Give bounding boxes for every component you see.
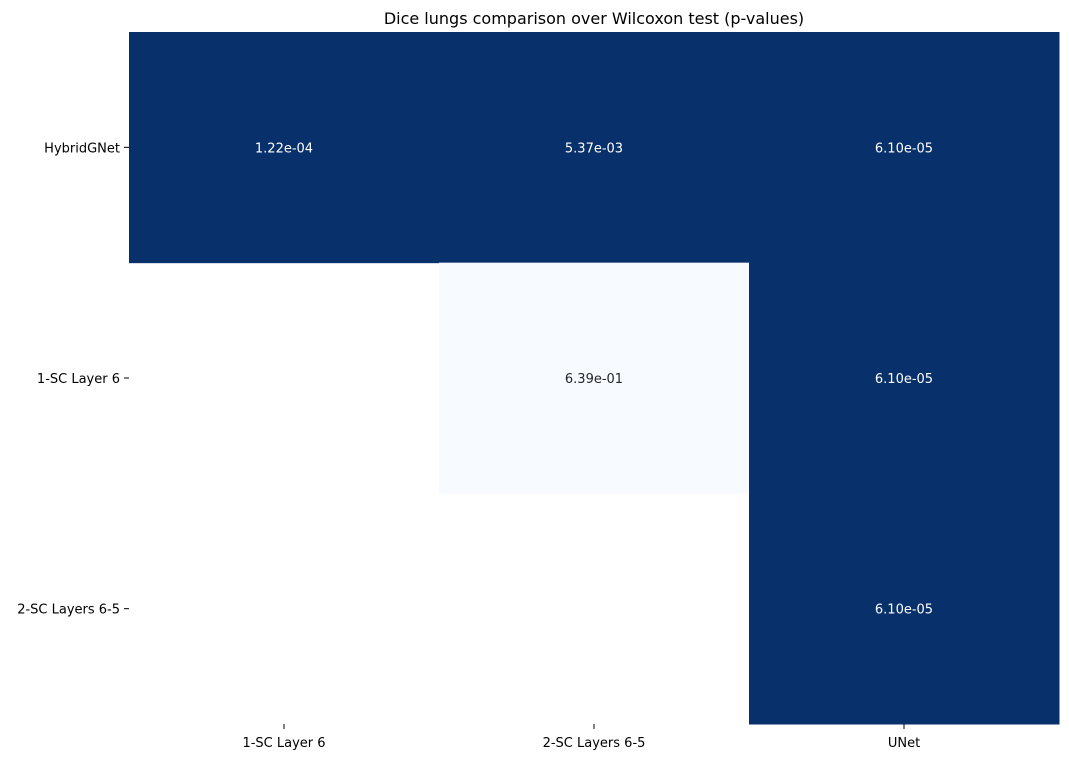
y-tick-label-1: 1-SC Layer 6 bbox=[37, 372, 120, 387]
heatmap-cell-r1-c1 bbox=[439, 262, 750, 494]
cell-value-label-r0-c2: 6.10e-05 bbox=[875, 141, 933, 156]
heatmap-cell-labels: 1.22e-04 5.37e-03 6.10e-05 6.39e-01 6.10e-05… bbox=[255, 141, 933, 617]
x-tick-label-1: 2-SC Layers 6-5 bbox=[543, 736, 646, 751]
x-tick-label-2: UNet bbox=[888, 736, 920, 751]
cell-value-label-r0-c1: 5.37e-03 bbox=[565, 141, 623, 156]
y-tick-label-0: HybridGNet bbox=[44, 141, 120, 156]
x-axis: 1-SC Layer 6 2-SC Layers 6-5 UNet bbox=[242, 724, 920, 751]
y-axis: HybridGNet 1-SC Layer 6 2-SC Layers 6-5 bbox=[17, 141, 129, 618]
cell-value-label-r1-c1: 6.39e-01 bbox=[565, 372, 623, 387]
x-tick-label-0: 1-SC Layer 6 bbox=[242, 736, 325, 751]
cell-value-label-r2-c2: 6.10e-05 bbox=[875, 603, 933, 618]
heatmap-cells bbox=[129, 32, 1060, 725]
heatmap-cell-r2-c2 bbox=[749, 493, 1060, 725]
cell-value-label-r0-c0: 1.22e-04 bbox=[255, 141, 313, 156]
heatmap-cell-r0-c1 bbox=[439, 32, 750, 264]
heatmap-cell-r1-c2 bbox=[749, 262, 1060, 494]
cell-value-label-r1-c2: 6.10e-05 bbox=[875, 372, 933, 387]
heatmap-cell-r0-c2 bbox=[749, 32, 1060, 264]
y-tick-label-2: 2-SC Layers 6-5 bbox=[17, 603, 120, 618]
chart-title: Dice lungs comparison over Wilcoxon test… bbox=[384, 9, 804, 28]
heatmap-cell-r0-c0 bbox=[129, 32, 440, 264]
